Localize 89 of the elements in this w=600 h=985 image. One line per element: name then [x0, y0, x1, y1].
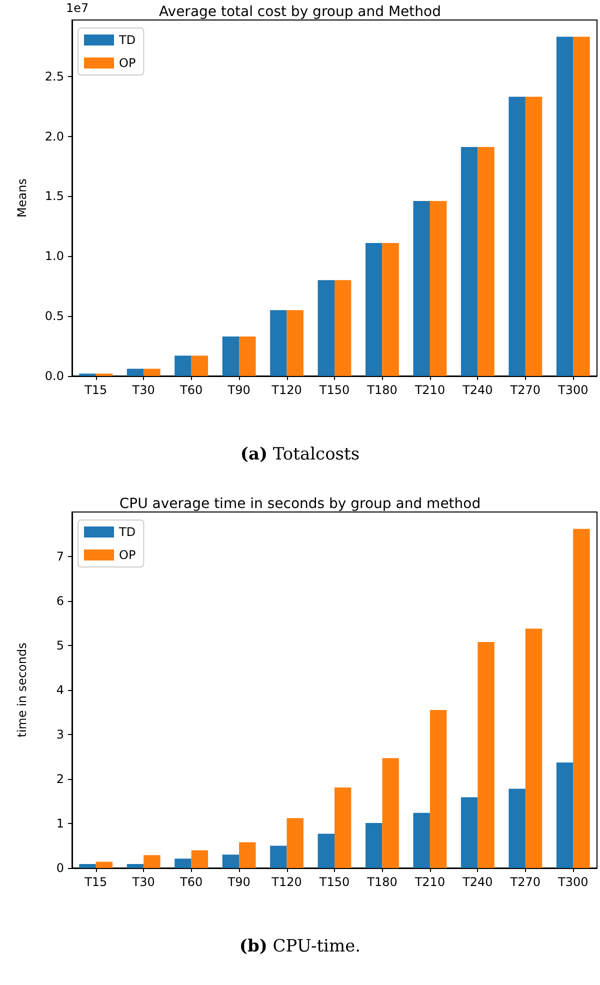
x-tick-label: T120: [270, 383, 302, 397]
bar: [334, 280, 352, 376]
bar: [413, 200, 430, 376]
legend-label: TD: [118, 33, 136, 47]
bar: [525, 628, 542, 868]
bar: [222, 854, 240, 868]
bar: [556, 36, 574, 376]
bar: [222, 336, 240, 376]
bar: [126, 368, 144, 376]
bar: [366, 823, 382, 868]
y-tick-label: 0.5: [44, 309, 64, 324]
bar: [430, 200, 447, 376]
chart-title: Average total cost by group and Method: [159, 4, 441, 20]
legend-label: OP: [119, 56, 136, 70]
text: 1e7: [66, 1, 89, 15]
y-tick-label: 6: [56, 594, 64, 608]
x-tick-label: T300: [557, 383, 588, 397]
x-tick-label: T120: [270, 875, 302, 889]
bar: [286, 310, 304, 376]
bar: [525, 96, 542, 376]
x-tick-label: T90: [226, 383, 250, 397]
x-tick-label: T240: [462, 383, 493, 397]
x-tick-label: T210: [414, 383, 446, 397]
bar: [239, 336, 256, 376]
bar: [366, 242, 382, 376]
y-tick-label: 2.5: [44, 69, 64, 84]
legend-label: TD: [118, 525, 136, 539]
x-tick-label: T30: [131, 875, 155, 889]
bar: [573, 528, 590, 868]
x-tick-label: T90: [226, 875, 250, 889]
x-tick-label: T180: [366, 875, 398, 889]
legend-label: OP: [119, 548, 136, 562]
y-tick-label: 4: [56, 683, 64, 697]
bar: [239, 842, 256, 868]
x-tick-label: T15: [84, 875, 108, 889]
x-tick-label: T60: [179, 875, 203, 889]
bar: [382, 242, 399, 376]
bar: [413, 812, 430, 868]
bar: [334, 787, 352, 868]
y-tick-label: 0: [56, 861, 64, 875]
bar: [126, 864, 144, 868]
bar: [318, 834, 334, 868]
y-tick-label: 2: [56, 772, 64, 786]
y-tick-label: 0.0: [44, 369, 64, 383]
bar: [174, 356, 192, 376]
x-tick-label: T270: [509, 875, 541, 889]
bar: [478, 642, 494, 868]
x-tick-label: T150: [318, 875, 350, 889]
bar: [191, 850, 208, 868]
y-tick-label: 3: [56, 728, 64, 742]
bar: [460, 147, 478, 376]
x-tick-label: T150: [318, 383, 350, 397]
bar: [270, 310, 287, 376]
bar: [144, 368, 160, 376]
y-axis-title: Means: [15, 178, 29, 218]
y-axis-title: time in seconds: [15, 642, 29, 738]
bar: [460, 797, 478, 868]
x-tick-label: T15: [84, 383, 108, 397]
bar: [478, 147, 494, 376]
bar: [286, 818, 304, 868]
bar: [144, 855, 160, 868]
text: (b) CPU-time.: [239, 936, 361, 956]
x-tick-label: T300: [557, 875, 588, 889]
bar: [96, 862, 113, 868]
bar: [382, 758, 399, 868]
x-tick-label: T60: [179, 383, 203, 397]
x-tick-label: T240: [462, 875, 493, 889]
bar: [508, 788, 526, 868]
bar: [430, 710, 447, 868]
x-tick-label: T180: [366, 383, 398, 397]
bar: [79, 864, 96, 868]
bar: [508, 96, 526, 376]
y-tick-label: 5: [56, 638, 64, 652]
text: (a) Totalcosts: [240, 444, 360, 464]
y-tick-label: 1.0: [44, 249, 64, 264]
bar: [191, 356, 208, 376]
y-tick-label: 2.0: [44, 129, 64, 144]
bar: [573, 36, 590, 376]
bar: [270, 846, 287, 868]
chart-title: CPU average time in seconds by group and method: [119, 496, 481, 512]
bar: [318, 280, 334, 376]
bar: [174, 858, 192, 868]
x-tick-label: T210: [414, 875, 446, 889]
y-tick-label: 1.5: [44, 189, 64, 204]
y-tick-label: 7: [56, 550, 64, 564]
y-tick-label: 1: [56, 816, 64, 830]
bar: [556, 762, 574, 868]
x-tick-label: T270: [509, 383, 541, 397]
x-tick-label: T30: [131, 383, 155, 397]
